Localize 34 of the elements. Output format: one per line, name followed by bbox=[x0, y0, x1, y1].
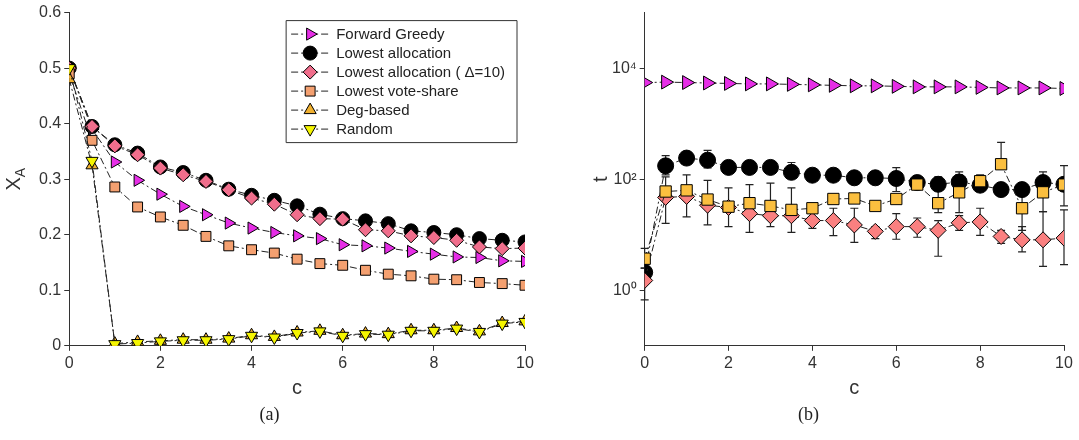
y-axis-title: t bbox=[588, 175, 611, 182]
y-tick-label: 0.5 bbox=[38, 58, 62, 76]
x-tick-label: 0 bbox=[640, 353, 650, 371]
x-tick-label: 6 bbox=[891, 353, 901, 371]
y-tick-label: 10⁴ bbox=[612, 58, 637, 76]
x-tick-label: 2 bbox=[724, 353, 734, 371]
x-tick-label: 2 bbox=[155, 353, 165, 371]
x-tick-label: 10 bbox=[516, 353, 534, 371]
y-tick-label: 0.2 bbox=[38, 225, 62, 243]
legend-label: Lowest allocation bbox=[336, 44, 452, 62]
y-tick-label: 10² bbox=[613, 169, 638, 187]
y-axis-title: XA bbox=[1, 167, 28, 191]
x-tick-label: 4 bbox=[247, 353, 257, 371]
y-tick-label: 10⁰ bbox=[612, 280, 637, 298]
x-tick-label: 0 bbox=[64, 353, 74, 371]
y-tick-label: 0.3 bbox=[38, 169, 62, 187]
legend-label: Forward Greedy bbox=[336, 25, 446, 43]
legend-label: Random bbox=[336, 120, 393, 138]
legend-label: Deg-based bbox=[336, 101, 410, 119]
legend-label: Lowest vote-share bbox=[336, 82, 459, 100]
x-tick-label: 10 bbox=[1055, 353, 1073, 371]
y-tick-label: 0 bbox=[52, 336, 62, 354]
y-tick-label: 0.1 bbox=[38, 280, 62, 298]
legend-label: Lowest allocation ( Δ=10) bbox=[336, 63, 506, 81]
x-tick-label: 6 bbox=[338, 353, 348, 371]
text: (b) bbox=[797, 404, 820, 425]
x-tick-label: 8 bbox=[975, 353, 985, 371]
y-tick-label: 0.4 bbox=[38, 114, 62, 132]
text: (a) bbox=[258, 404, 281, 425]
x-tick-label: 4 bbox=[807, 353, 817, 371]
x-axis-title: c bbox=[292, 375, 303, 398]
y-tick-label: 0.6 bbox=[38, 3, 62, 21]
x-tick-label: 8 bbox=[429, 353, 439, 371]
x-axis-title: c bbox=[849, 375, 860, 398]
